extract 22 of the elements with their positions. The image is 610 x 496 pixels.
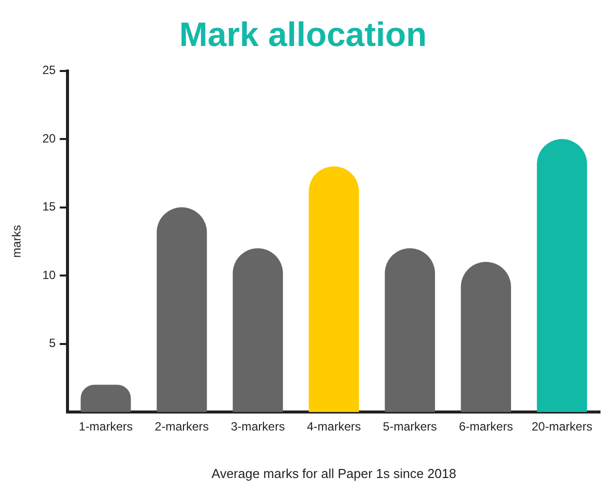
x-tick-label: 2-markers — [154, 420, 209, 434]
bar — [384, 248, 435, 412]
y-tick-label: 10 — [42, 268, 56, 282]
x-tick-label: 6-markers — [458, 420, 513, 434]
y-axis-title: marks — [10, 225, 24, 258]
y-tick-label: 15 — [42, 200, 56, 214]
bar — [460, 262, 512, 412]
x-tick-label: 4-markers — [306, 420, 361, 434]
bar — [80, 384, 131, 412]
bar — [308, 166, 359, 412]
bar — [156, 207, 207, 412]
x-tick-label: 5-markers — [382, 420, 437, 434]
x-tick-label: 3-markers — [230, 420, 285, 434]
x-axis-title: Average marks for all Paper 1s since 2018 — [212, 466, 456, 481]
y-tick-label: 20 — [42, 131, 56, 146]
x-tick-label: 1-markers — [78, 420, 133, 434]
x-tick-label: 20-markers — [532, 420, 592, 434]
bar — [536, 139, 588, 412]
y-tick-label: 25 — [42, 63, 56, 78]
chart-title: Mark allocation — [179, 16, 427, 54]
y-tick-label: 5 — [49, 336, 56, 350]
bar — [232, 248, 283, 412]
